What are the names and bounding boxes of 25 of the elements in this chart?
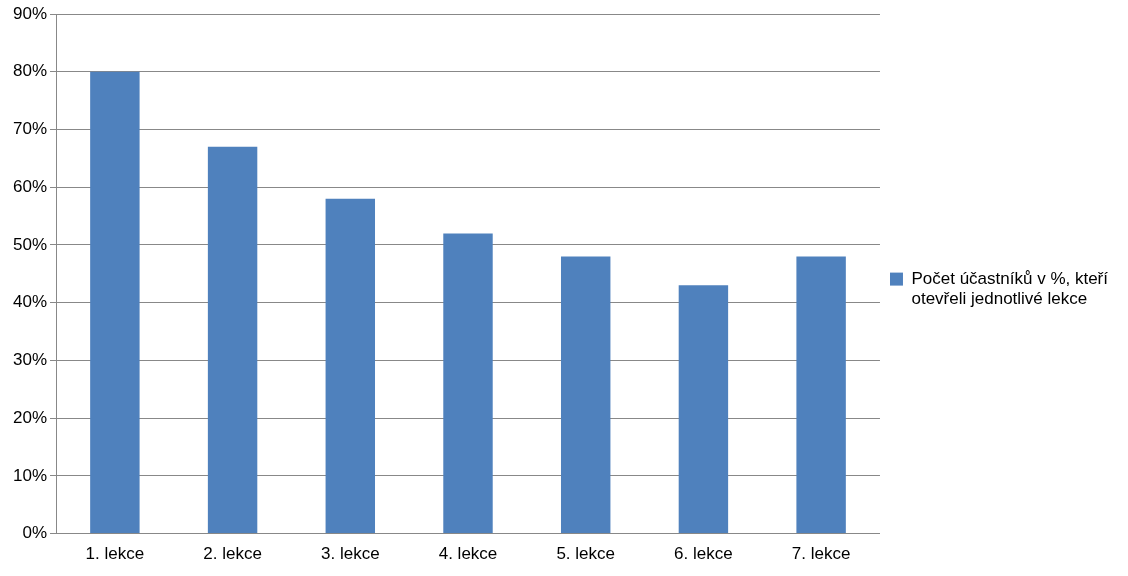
y-tick-label: 90% [12,3,48,23]
y-tick-label: 30% [12,350,48,370]
x-tick-label: 4. lekce [438,544,498,564]
y-tick-label: 0% [22,523,48,543]
y-tick-label: 80% [12,61,48,81]
y-tick-label: 60% [12,176,48,196]
legend-label: Počet účastníků v %, kteří otevřeli jednotlivé lekce [911,268,1109,309]
x-tick-label: 2. lekce [203,544,262,564]
bar [678,285,729,534]
bar [207,146,258,534]
y-tick-label: 40% [12,292,48,312]
bar [443,233,493,534]
bar [796,256,846,534]
bar [560,256,611,534]
x-tick-label: 5. lekce [556,544,615,564]
y-tick-label: 70% [12,119,48,139]
x-tick-label: 7. lekce [791,544,851,564]
y-tick-label: 50% [12,234,48,254]
bar [325,198,376,534]
bar [90,71,140,534]
x-tick-label: 1. lekce [85,544,145,564]
y-tick-label: 10% [12,465,48,485]
y-tick-label: 20% [12,407,48,427]
x-tick-label: 3. lekce [320,544,380,564]
x-tick-label: 6. lekce [674,544,733,564]
